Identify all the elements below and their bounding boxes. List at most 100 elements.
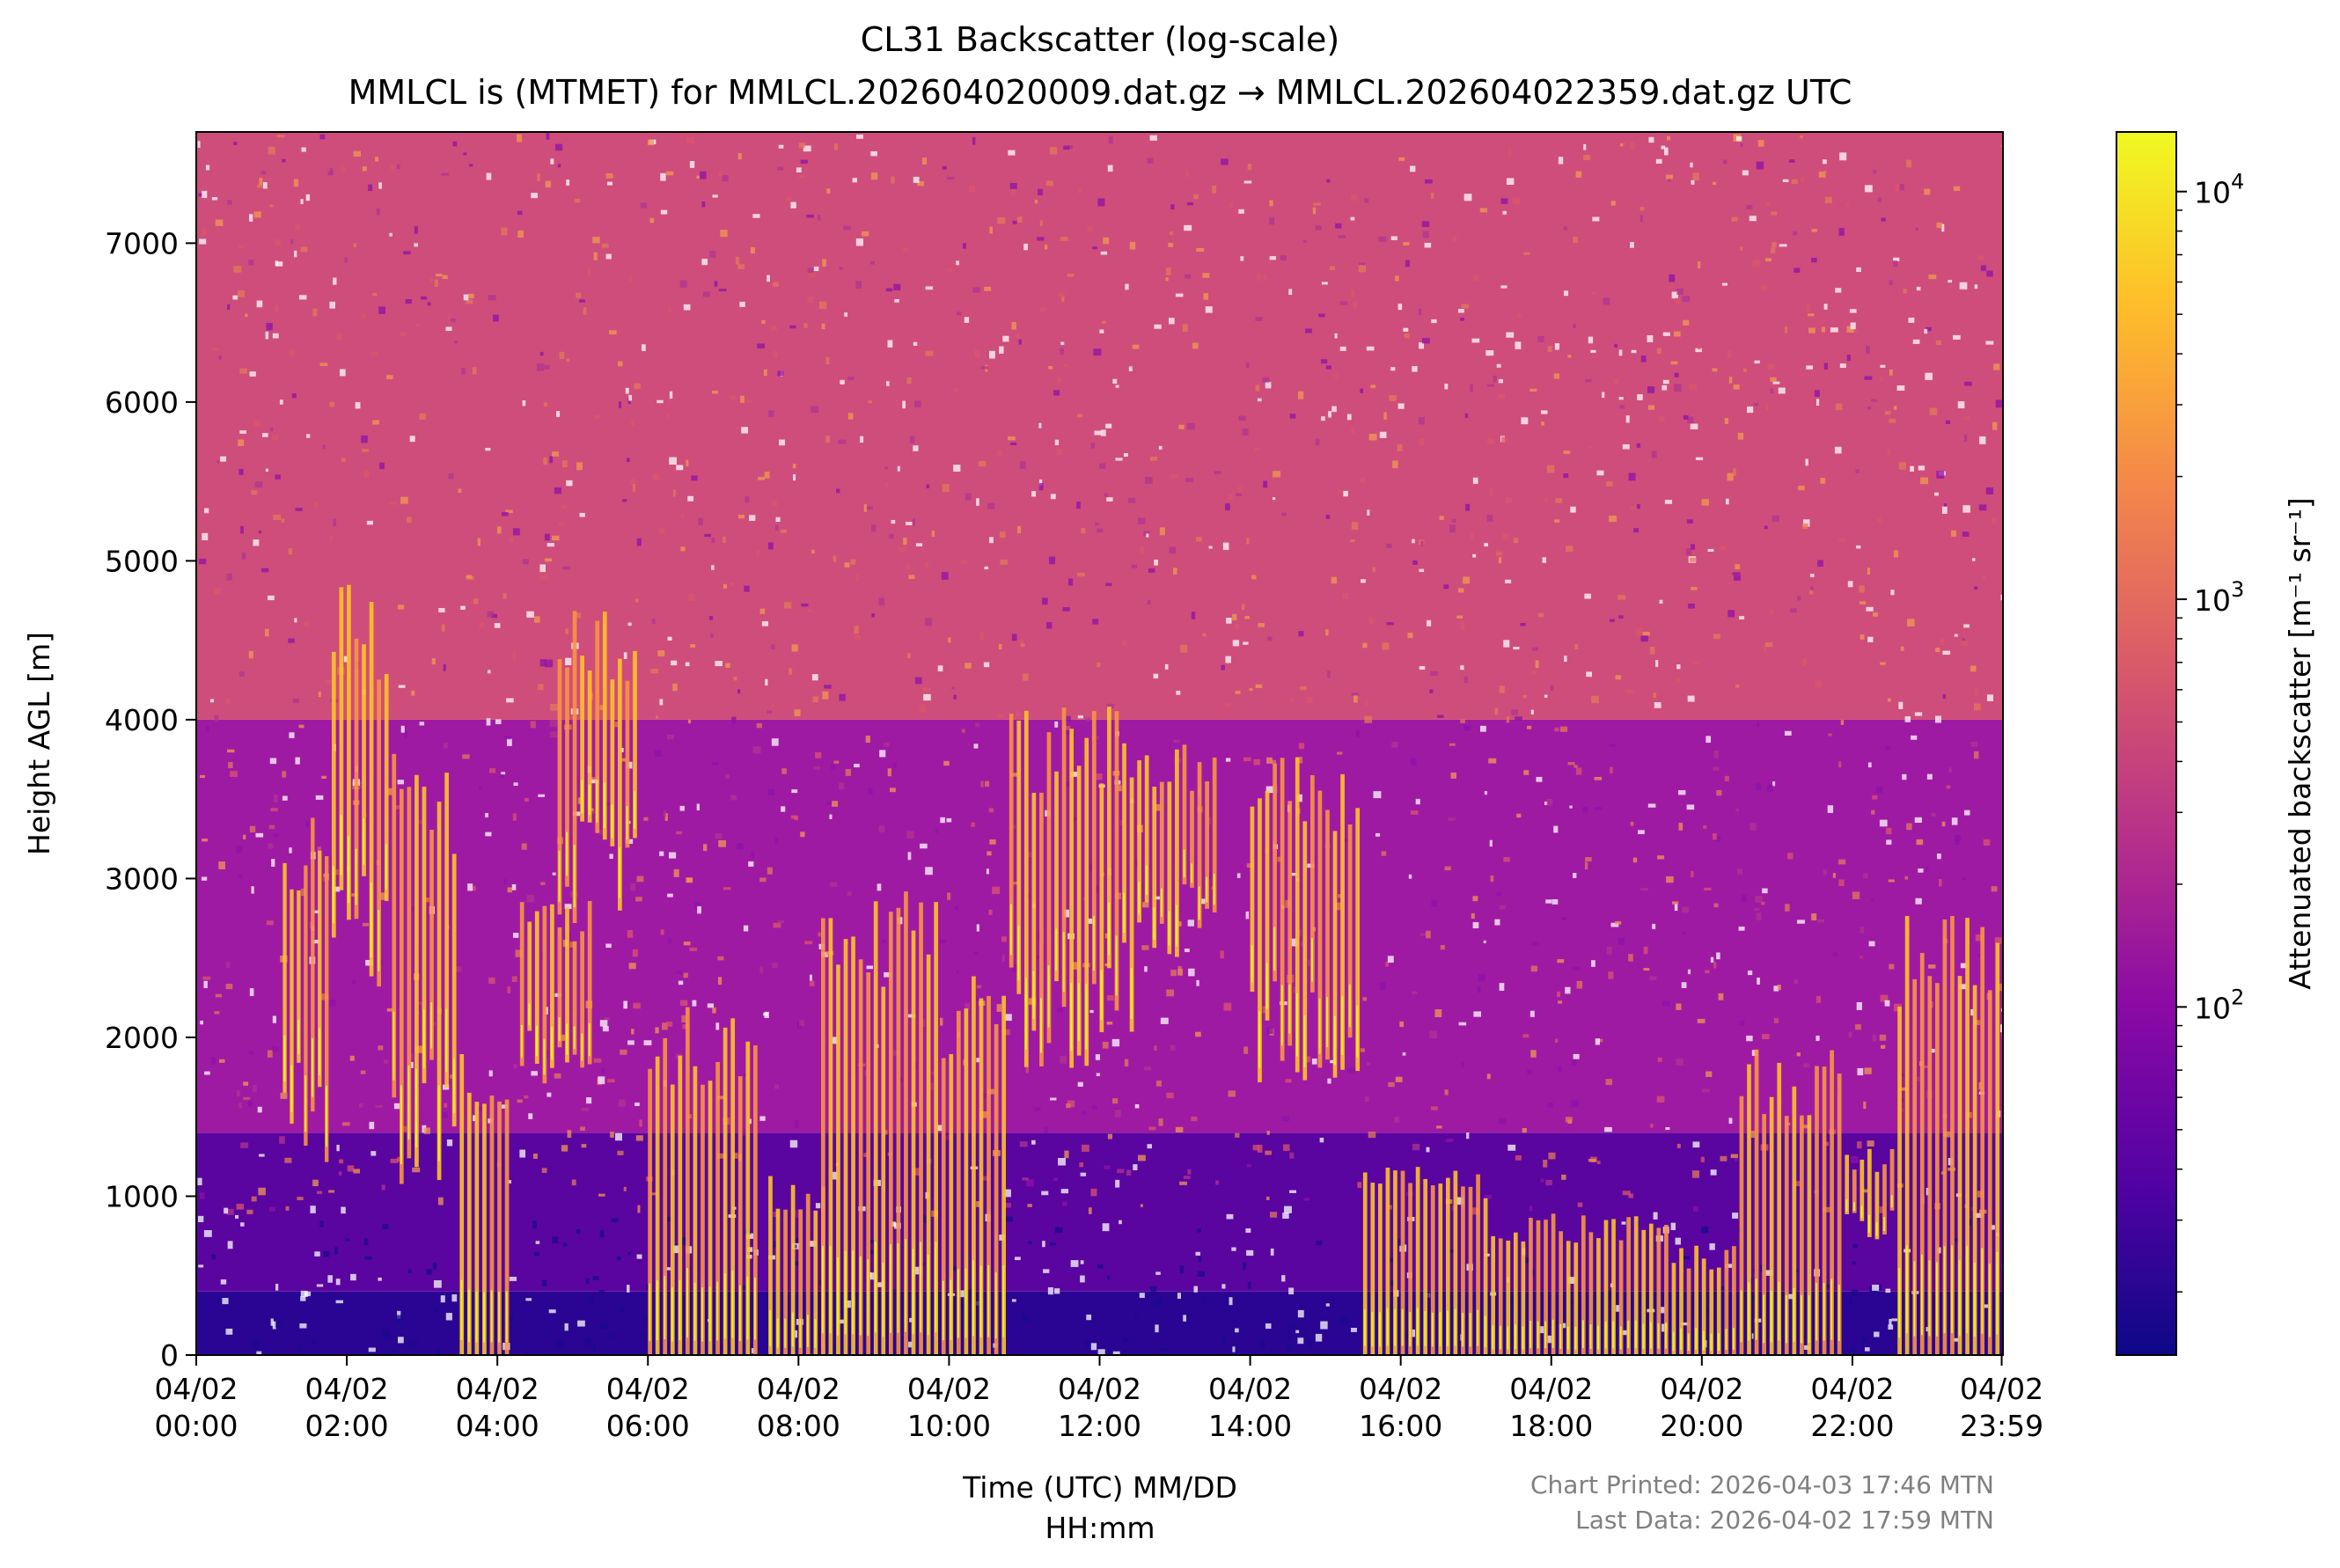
noise-pixel [1935, 648, 1940, 652]
noise-pixel [1227, 495, 1233, 501]
cloud-layer [1664, 1224, 1669, 1355]
noise-pixel [238, 245, 245, 249]
cloud-layer [1679, 1248, 1683, 1355]
noise-pixel [839, 267, 843, 270]
noise-pixel [1916, 286, 1921, 291]
noise-pixel [1571, 1099, 1580, 1108]
noise-pixel [390, 164, 395, 171]
noise-pixel [2000, 1008, 2003, 1012]
noise-pixel [1893, 406, 1897, 410]
noise-pixel [768, 410, 774, 417]
noise-pixel [1448, 1249, 1456, 1253]
cloud-layer [1483, 1198, 1488, 1355]
noise-pixel [686, 459, 689, 466]
noise-pixel [1986, 270, 1993, 277]
noise-pixel [1457, 309, 1464, 313]
noise-pixel [370, 1151, 377, 1156]
cloud-core [1477, 1309, 1479, 1346]
noise-pixel [1962, 505, 1970, 513]
cloud-layer [1054, 771, 1059, 982]
noise-pixel [248, 260, 254, 266]
noise-pixel [1133, 1315, 1140, 1319]
cloud-core [1017, 926, 1020, 981]
noise-pixel [794, 816, 799, 821]
noise-pixel [1128, 366, 1133, 372]
cloud-core [1581, 1320, 1584, 1349]
noise-pixel [543, 457, 548, 465]
noise-pixel [398, 604, 405, 610]
noise-pixel [737, 153, 742, 160]
noise-pixel [1860, 1337, 1867, 1344]
cloud-layer [775, 1208, 781, 1355]
noise-pixel [444, 743, 448, 749]
noise-pixel [1864, 185, 1873, 193]
noise-pixel [1484, 542, 1488, 547]
noise-pixel [1530, 709, 1534, 714]
cloud-layer [1159, 781, 1164, 924]
noise-pixel [679, 280, 687, 288]
cloud-layer [1904, 915, 1910, 1355]
noise-pixel [1192, 342, 1199, 349]
cloud-layer [1362, 1172, 1368, 1355]
noise-pixel [507, 887, 512, 893]
noise-pixel [1942, 693, 1946, 699]
noise-pixel [341, 1122, 350, 1126]
noise-pixel [1056, 1007, 1063, 1013]
cloud-layer [896, 907, 901, 1355]
noise-pixel [1835, 403, 1843, 411]
noise-pixel [1953, 334, 1961, 340]
cloud-layer [911, 930, 916, 1355]
cloud-layer [1807, 1115, 1812, 1355]
noise-pixel [733, 676, 737, 681]
noise-pixel [983, 662, 990, 668]
noise-pixel [1105, 583, 1112, 586]
cloud-core [1845, 1199, 1848, 1212]
cloud-core [528, 1003, 531, 1026]
noise-pixel [1785, 904, 1790, 912]
noise-pixel [1039, 307, 1046, 311]
noise-pixel [1195, 1251, 1200, 1256]
noise-pixel [1225, 503, 1230, 510]
cloud-core [1280, 985, 1283, 1046]
noise-pixel [667, 938, 671, 943]
noise-pixel [1185, 274, 1192, 279]
cloud-core [1529, 1320, 1532, 1349]
noise-pixel [1140, 1204, 1143, 1207]
noise-pixel [750, 246, 756, 254]
noise-pixel [564, 904, 572, 910]
noise-pixel [740, 395, 745, 403]
noise-pixel [1590, 349, 1596, 354]
noise-pixel [730, 395, 736, 399]
cloud-core [1379, 1312, 1382, 1347]
noise-pixel [1100, 429, 1106, 436]
noise-pixel [1499, 905, 1506, 910]
cloud-layer [1476, 1174, 1480, 1355]
noise-pixel [671, 660, 678, 666]
noise-pixel [1186, 201, 1193, 206]
noise-pixel [1994, 937, 2002, 945]
noise-pixel [1090, 1188, 1097, 1197]
noise-pixel [1567, 762, 1575, 766]
cloud-layer [1144, 755, 1149, 903]
noise-pixel [812, 696, 819, 703]
noise-pixel [697, 905, 701, 914]
noise-pixel [1582, 806, 1588, 813]
noise-pixel [1107, 994, 1114, 1001]
noise-pixel [1838, 859, 1846, 865]
noise-pixel [1670, 361, 1678, 365]
noise-pixel [806, 214, 814, 218]
noise-pixel [1300, 686, 1307, 691]
noise-pixel [605, 943, 612, 949]
noise-pixel [919, 843, 928, 849]
noise-pixel [1656, 1095, 1665, 1103]
cloud-layer [1332, 831, 1338, 1078]
x-tick-time: 00:00 [154, 1409, 238, 1443]
noise-pixel [1937, 853, 1941, 860]
noise-pixel [1172, 739, 1180, 743]
noise-pixel [1285, 899, 1291, 908]
noise-pixel [1874, 1331, 1880, 1337]
noise-pixel [414, 323, 420, 326]
noise-pixel [1449, 743, 1456, 746]
noise-pixel [1179, 1265, 1184, 1274]
noise-pixel [847, 413, 854, 420]
